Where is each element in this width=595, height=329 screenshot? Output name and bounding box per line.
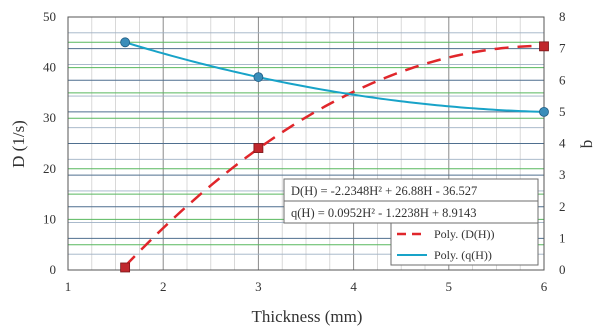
y-left-tick-label: 30 (43, 110, 56, 125)
trendline-q (124, 41, 545, 113)
data-markers (120, 37, 549, 273)
x-tick-label: 4 (350, 279, 357, 294)
y-right-tick-label: 5 (559, 104, 566, 119)
y-left-tick-label: 50 (43, 9, 56, 24)
plot-frame (67, 16, 545, 271)
legend: Poly. (D(H)) Poly. (q(H)) (390, 222, 539, 266)
y-left-tick-label: 0 (50, 262, 57, 277)
y-right-tick-label: 8 (559, 9, 566, 24)
equation-d: D(H) = -2.2348H² + 26.88H - 36.527 (291, 184, 477, 198)
y-axis-right-label: q (580, 140, 595, 149)
y-right-tick-label: 3 (559, 167, 566, 182)
y-right-tick-label: 2 (559, 199, 566, 214)
y-left-tick-label: 40 (43, 60, 56, 75)
x-axis-label: Thickness (mm) (252, 307, 363, 326)
data-point-d (539, 41, 549, 52)
equation-box: D(H) = -2.2348H² + 26.88H - 36.527 q(H) … (283, 178, 539, 224)
legend-label-q: Poly. (q(H)) (434, 248, 492, 262)
x-tick-label: 5 (446, 279, 453, 294)
y-right-tick-label: 0 (559, 262, 566, 277)
equation-q: q(H) = 0.0952H² - 1.2238H + 8.9143 (291, 206, 477, 220)
data-point-d (253, 143, 264, 153)
data-point-q (253, 72, 264, 82)
y-axis-left-label: D (1/s) (9, 120, 28, 168)
x-tick-label: 6 (541, 279, 548, 294)
data-point-d (120, 262, 131, 273)
y-left-tick-label: 20 (43, 161, 56, 176)
y-right-tick-label: 7 (559, 41, 566, 56)
trendlines (124, 41, 545, 268)
trendline-d (124, 44, 545, 268)
y-right-tick-label: 6 (559, 72, 566, 87)
y-right-tick-label: 4 (559, 136, 566, 151)
plot-border (67, 16, 545, 271)
data-point-q (120, 37, 131, 48)
x-tick-label: 3 (255, 279, 262, 294)
legend-label-d: Poly. (D(H)) (434, 227, 495, 241)
y-right-tick-label: 1 (559, 230, 566, 245)
x-tick-label: 2 (160, 279, 167, 294)
data-point-q (539, 106, 549, 117)
x-tick-label: 1 (65, 279, 72, 294)
y-left-tick-label: 10 (43, 211, 56, 226)
